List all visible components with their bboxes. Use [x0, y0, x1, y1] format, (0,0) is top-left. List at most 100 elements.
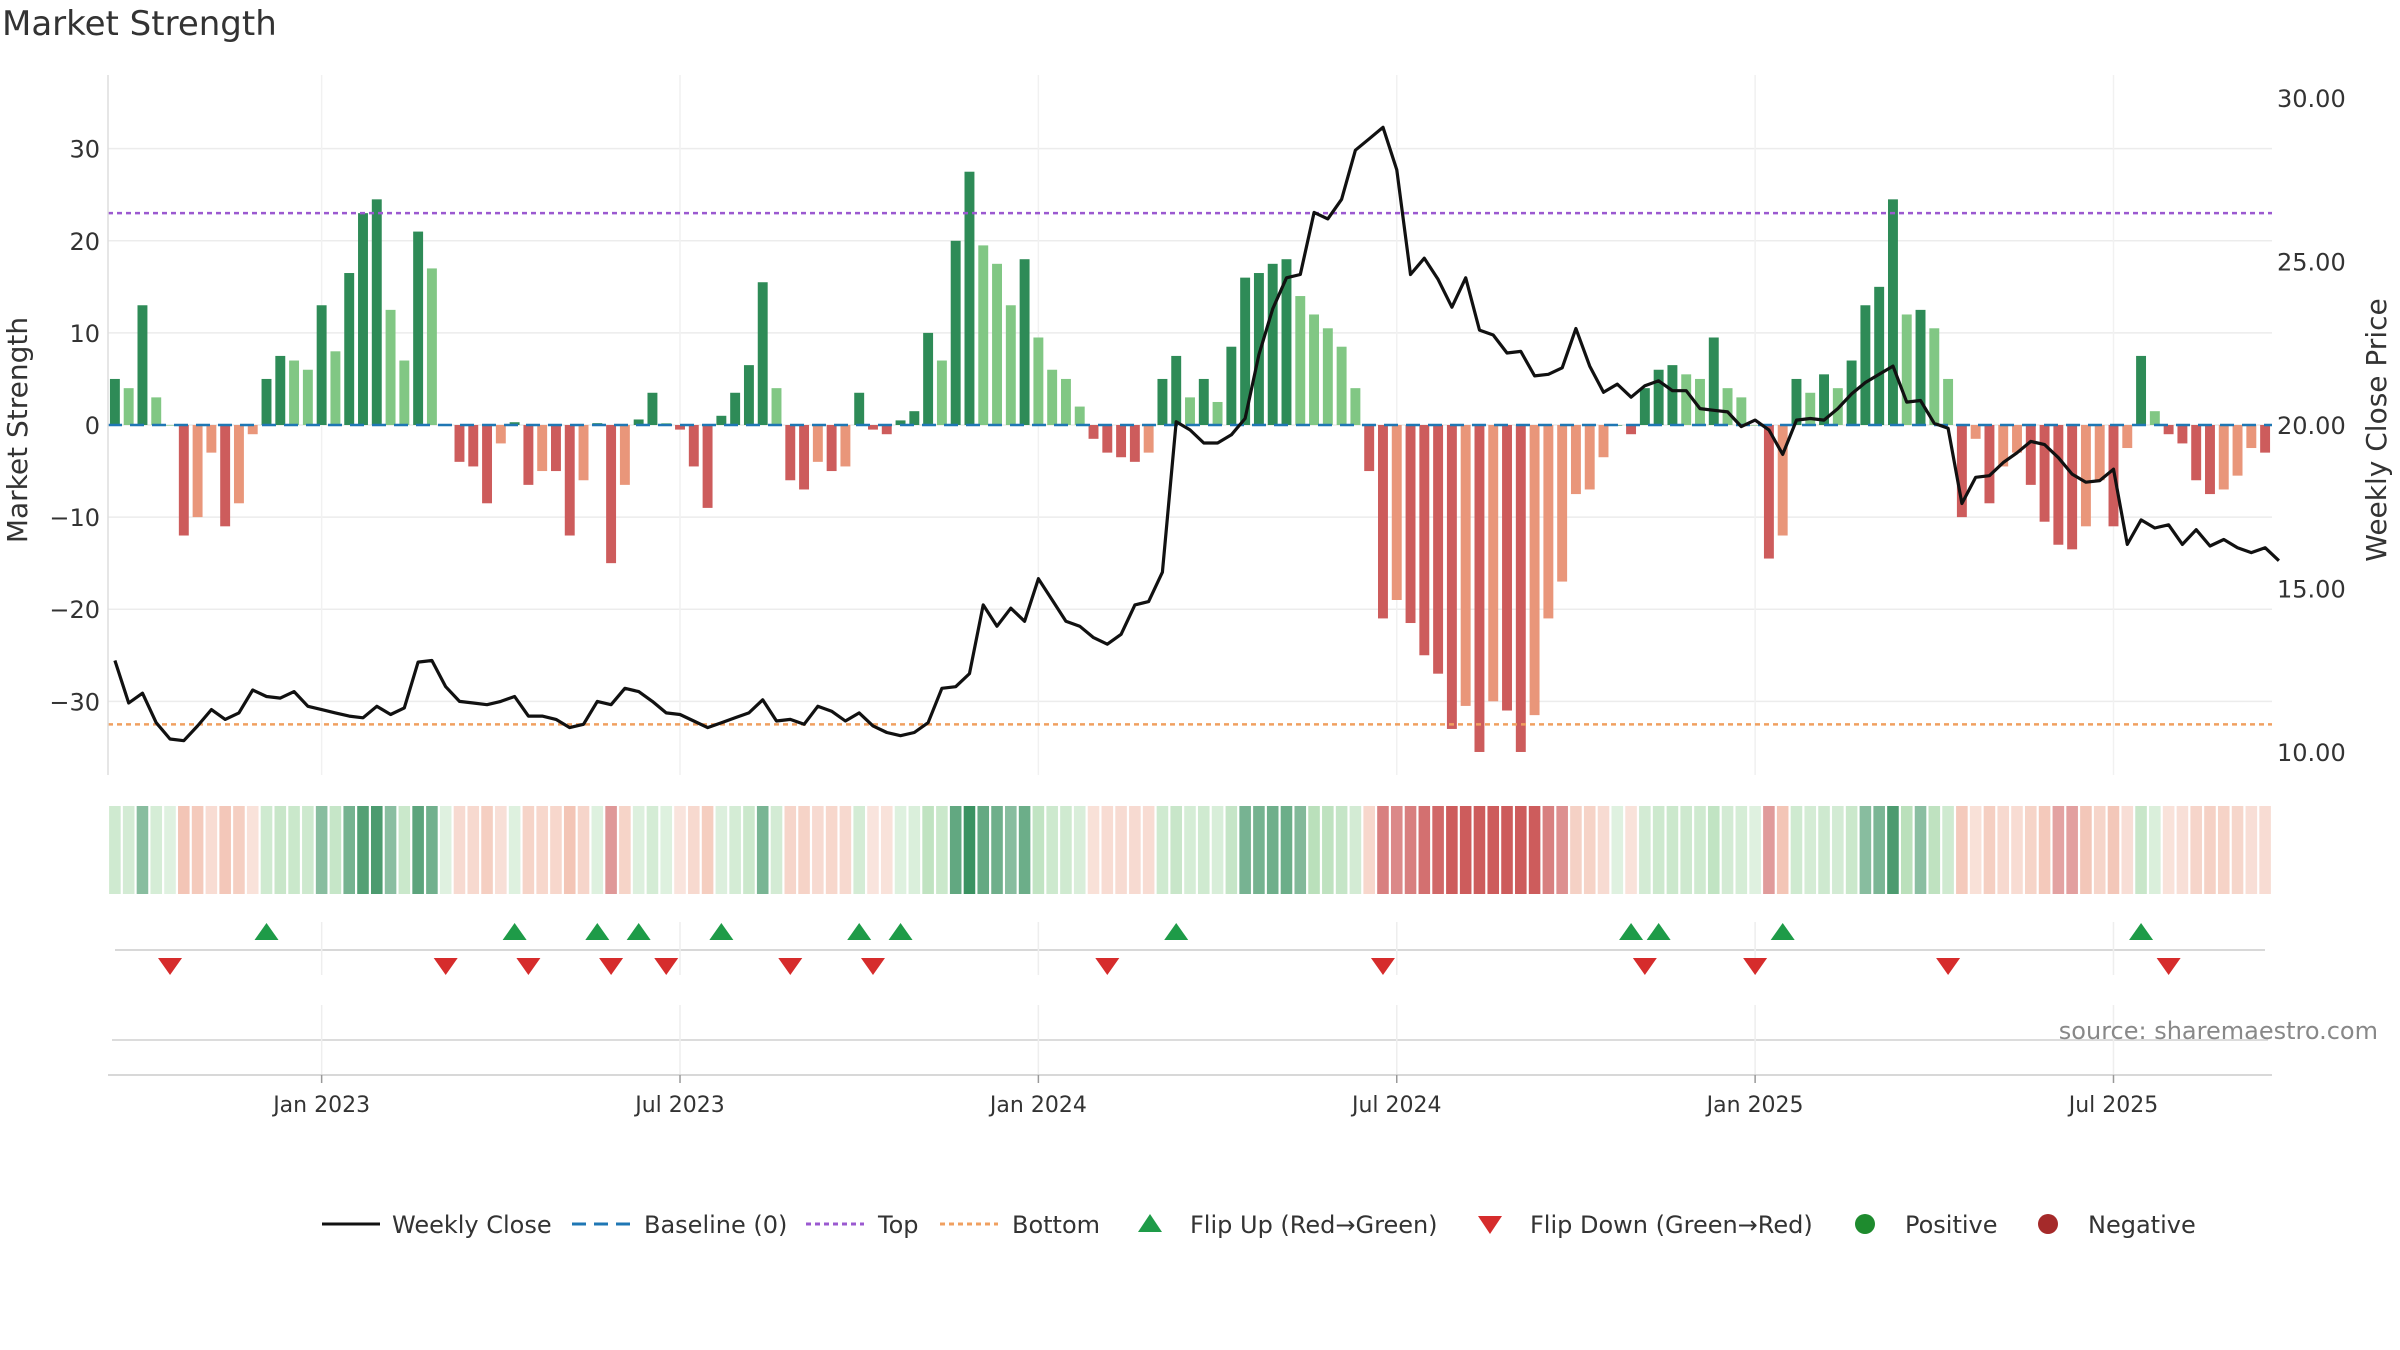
lower-panel [112, 1005, 2268, 1075]
signal-cell [2066, 806, 2078, 894]
signal-cell [2107, 806, 2120, 894]
strength-bar [426, 268, 437, 425]
strength-bar [1226, 346, 1237, 425]
signal-cell [1969, 806, 1982, 894]
strength-bar [468, 425, 479, 467]
signal-cell [1142, 806, 1155, 894]
strength-bar [1887, 199, 1898, 425]
strength-bar [2218, 425, 2229, 490]
flip-down-marker [1095, 958, 1120, 975]
signal-cell [109, 806, 121, 894]
strength-bar [1364, 425, 1375, 472]
signal-cell [2038, 806, 2051, 894]
legend-dot-icon [1855, 1214, 1875, 1234]
strength-bar [2053, 425, 2064, 545]
strength-bar [743, 365, 754, 425]
signal-cell [1170, 806, 1183, 894]
signal-cell [329, 806, 342, 894]
flip-down-marker [654, 958, 679, 975]
flip-up-marker [1770, 923, 1795, 940]
strength-bar [868, 425, 878, 430]
signal-cell [2204, 806, 2216, 894]
strength-bar [495, 425, 506, 444]
strength-bar [1570, 425, 1581, 495]
strength-bar [771, 388, 782, 425]
signal-cell [1115, 806, 1127, 894]
strength-bar [1129, 425, 1140, 462]
signal-cell [1914, 806, 1927, 894]
strength-bar [1060, 378, 1071, 425]
signal-cell [591, 806, 604, 894]
strength-bar [688, 425, 699, 467]
signal-cell [2190, 806, 2202, 894]
strength-bars [109, 171, 2271, 752]
right-tick-label: 25.00 [2277, 248, 2346, 276]
signal-cell [1790, 806, 1803, 894]
strength-bar [1998, 425, 2009, 467]
signal-cell [1211, 806, 1224, 894]
strength-bar [1391, 425, 1402, 600]
strength-bar [192, 425, 203, 518]
signal-cell [1542, 806, 1555, 894]
signal-cell [2093, 806, 2106, 894]
strength-bar [1901, 314, 1912, 425]
x-axis: Jan 2023 Jul 2023 Jan 2024 Jul 2024 Jan 2025… [108, 1074, 2272, 1118]
flip-up-marker [626, 923, 651, 940]
strength-bar [261, 378, 272, 425]
strength-bar [1322, 328, 1333, 425]
strength-bar [647, 392, 658, 425]
signal-cell [150, 806, 163, 894]
left-tick-label: 30 [69, 136, 100, 164]
signal-cell [1335, 806, 1348, 894]
x-tick-label: Jan 2023 [271, 1093, 370, 1118]
signal-cell [398, 806, 411, 894]
strength-bar [2025, 425, 2036, 485]
flip-down-marker [860, 958, 885, 975]
strength-bar [289, 360, 300, 425]
strength-bar [1943, 378, 1954, 425]
signal-cell [936, 806, 948, 894]
signal-cell [619, 806, 631, 894]
signal-cell [646, 806, 659, 894]
signal-cell [1446, 806, 1458, 894]
strength-bar [1791, 378, 1802, 425]
signal-cell [1005, 806, 1017, 894]
strength-bar [358, 213, 368, 425]
signal-cell [1501, 806, 1513, 894]
signal-cell [302, 806, 314, 894]
signal-cell [688, 806, 700, 894]
strength-bar [2080, 425, 2091, 527]
strength-bar [2122, 425, 2133, 449]
signal-cell [1707, 806, 1720, 894]
strength-bar [247, 425, 258, 435]
strength-bar [151, 397, 162, 425]
strength-bar [482, 425, 493, 504]
strength-bar [1915, 309, 1926, 425]
strength-bar [1267, 263, 1278, 425]
signal-cell [357, 806, 369, 894]
signal-cell [2025, 806, 2037, 894]
strength-bar [1557, 425, 1568, 582]
strength-bar [371, 199, 382, 425]
signal-cell [495, 806, 507, 894]
strength-bar [2039, 425, 2050, 522]
flip-down-marker [778, 958, 803, 975]
strength-bar [123, 388, 134, 425]
signal-cell [453, 806, 466, 894]
strength-bar [1488, 425, 1499, 702]
signal-cell [522, 806, 535, 894]
signal-cell [536, 806, 548, 894]
strength-bar [509, 422, 520, 425]
signal-cell [1032, 806, 1045, 894]
strength-bar [454, 425, 465, 462]
strength-bar [633, 419, 644, 425]
strength-bar [385, 309, 396, 425]
left-tick-label: 0 [85, 412, 100, 440]
strength-bar [275, 355, 286, 425]
legend-flip-up-icon [1138, 1214, 1162, 1232]
flip-up-marker [847, 923, 872, 940]
signal-cell [1763, 806, 1775, 894]
flip-down-marker [158, 958, 183, 975]
strength-bar [1185, 397, 1195, 425]
strength-bar [1598, 425, 1609, 458]
